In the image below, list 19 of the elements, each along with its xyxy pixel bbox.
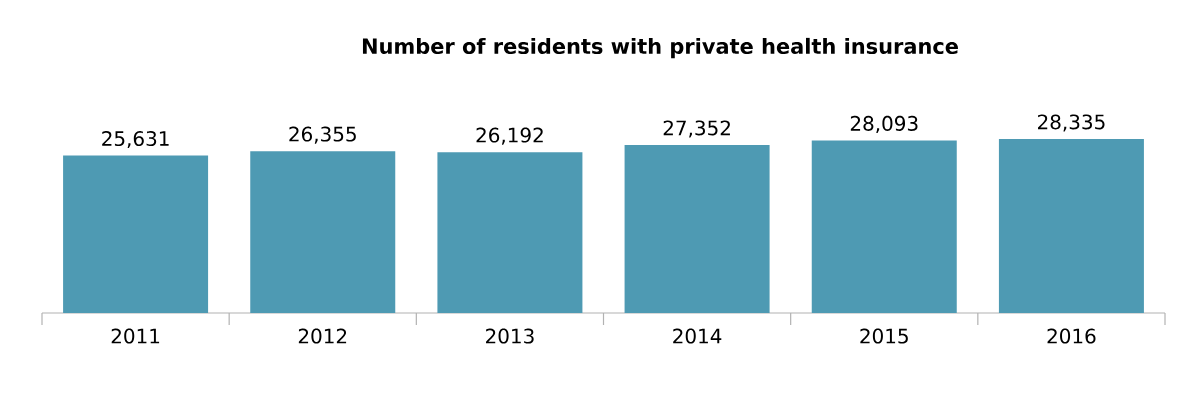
bar	[998, 139, 1144, 313]
bar	[250, 151, 396, 313]
bar	[63, 155, 209, 313]
x-tick-label: 2013	[486, 328, 534, 344]
x-tick-label: 2011	[111, 328, 160, 344]
chart-title: Number of residents with private health insurance	[362, 37, 958, 59]
data-label: 26,355	[289, 126, 356, 144]
data-label: 28,335	[1038, 114, 1105, 132]
x-tick-label: 2012	[298, 328, 347, 344]
bar	[811, 140, 957, 313]
data-label: 26,192	[476, 127, 543, 145]
data-label: 27,352	[663, 120, 730, 138]
x-tick-label: 2014	[673, 328, 722, 344]
data-label: 28,093	[850, 115, 918, 133]
bar	[437, 152, 583, 313]
bar	[624, 145, 770, 313]
data-label: 25,631	[102, 130, 169, 149]
x-tick-label: 2016	[1047, 328, 1096, 344]
x-tick-label: 2015	[860, 328, 908, 344]
